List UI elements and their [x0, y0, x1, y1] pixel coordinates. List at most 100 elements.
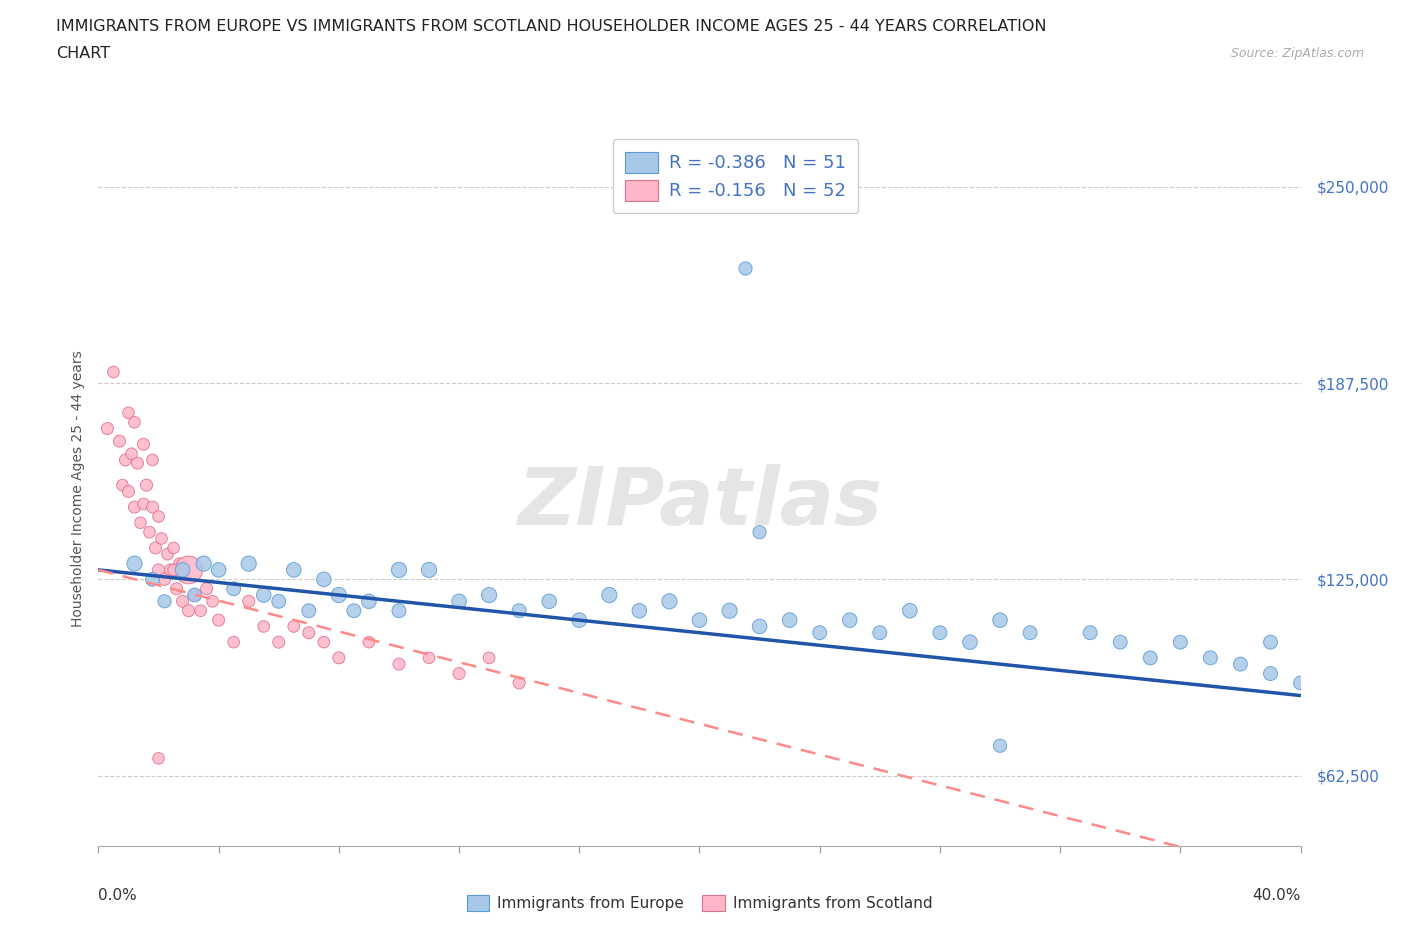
- Point: [929, 625, 952, 640]
- Point: [222, 581, 245, 596]
- Point: [898, 604, 921, 618]
- Point: [138, 525, 160, 539]
- Point: [127, 456, 149, 471]
- Point: [159, 563, 181, 578]
- Point: [688, 613, 710, 628]
- Point: [312, 634, 335, 649]
- Point: [135, 478, 157, 493]
- Point: [96, 421, 118, 436]
- Point: [193, 556, 215, 571]
- Point: [253, 588, 276, 603]
- Point: [1139, 650, 1161, 665]
- Point: [177, 604, 200, 618]
- Point: [988, 613, 1011, 628]
- Point: [141, 499, 163, 514]
- Point: [628, 604, 651, 618]
- Point: [183, 588, 205, 603]
- Point: [1170, 634, 1192, 649]
- Point: [172, 594, 194, 609]
- Point: [208, 613, 231, 628]
- Point: [959, 634, 981, 649]
- Point: [357, 634, 380, 649]
- Point: [748, 619, 770, 634]
- Y-axis label: Householder Income Ages 25 - 44 years: Householder Income Ages 25 - 44 years: [70, 350, 84, 627]
- Point: [150, 531, 173, 546]
- Point: [1229, 657, 1251, 671]
- Point: [148, 509, 170, 524]
- Point: [538, 594, 561, 609]
- Point: [124, 556, 146, 571]
- Point: [734, 261, 756, 276]
- Point: [117, 484, 139, 498]
- Point: [808, 625, 831, 640]
- Text: 40.0%: 40.0%: [1253, 888, 1301, 903]
- Point: [283, 619, 305, 634]
- Point: [141, 453, 163, 468]
- Point: [298, 625, 321, 640]
- Point: [298, 604, 321, 618]
- Legend: R = -0.386   N = 51, R = -0.156   N = 52: R = -0.386 N = 51, R = -0.156 N = 52: [613, 140, 858, 214]
- Point: [132, 497, 155, 512]
- Point: [478, 650, 501, 665]
- Point: [328, 650, 350, 665]
- Point: [156, 547, 179, 562]
- Point: [1199, 650, 1222, 665]
- Point: [1078, 625, 1101, 640]
- Point: [129, 515, 152, 530]
- Point: [718, 604, 741, 618]
- Point: [267, 634, 290, 649]
- Point: [267, 594, 290, 609]
- Point: [141, 572, 163, 587]
- Point: [238, 594, 260, 609]
- Point: [838, 613, 860, 628]
- Point: [201, 594, 224, 609]
- Point: [162, 540, 184, 555]
- Point: [132, 437, 155, 452]
- Point: [195, 581, 218, 596]
- Point: [1109, 634, 1132, 649]
- Point: [447, 594, 470, 609]
- Point: [253, 619, 276, 634]
- Point: [312, 572, 335, 587]
- Text: 0.0%: 0.0%: [98, 888, 138, 903]
- Point: [208, 563, 231, 578]
- Point: [388, 604, 411, 618]
- Text: IMMIGRANTS FROM EUROPE VS IMMIGRANTS FROM SCOTLAND HOUSEHOLDER INCOME AGES 25 - : IMMIGRANTS FROM EUROPE VS IMMIGRANTS FRO…: [56, 19, 1046, 33]
- Point: [508, 604, 530, 618]
- Point: [988, 738, 1011, 753]
- Text: CHART: CHART: [56, 46, 110, 61]
- Point: [124, 499, 146, 514]
- Point: [183, 588, 205, 603]
- Point: [343, 604, 366, 618]
- Point: [1260, 666, 1282, 681]
- Point: [779, 613, 801, 628]
- Point: [357, 594, 380, 609]
- Point: [658, 594, 681, 609]
- Point: [447, 666, 470, 681]
- Point: [238, 556, 260, 571]
- Point: [124, 415, 146, 430]
- Point: [111, 478, 134, 493]
- Point: [478, 588, 501, 603]
- Point: [1289, 675, 1312, 690]
- Point: [388, 657, 411, 671]
- Point: [1019, 625, 1042, 640]
- Point: [598, 588, 620, 603]
- Point: [169, 556, 191, 571]
- Point: [121, 446, 143, 461]
- Point: [748, 525, 770, 539]
- Point: [388, 563, 411, 578]
- Point: [153, 594, 176, 609]
- Point: [418, 563, 440, 578]
- Point: [508, 675, 530, 690]
- Point: [148, 563, 170, 578]
- Point: [222, 634, 245, 649]
- Point: [103, 365, 125, 379]
- Point: [190, 604, 212, 618]
- Point: [108, 433, 131, 448]
- Point: [145, 540, 167, 555]
- Point: [153, 572, 176, 587]
- Point: [114, 453, 136, 468]
- Point: [869, 625, 891, 640]
- Point: [148, 751, 170, 765]
